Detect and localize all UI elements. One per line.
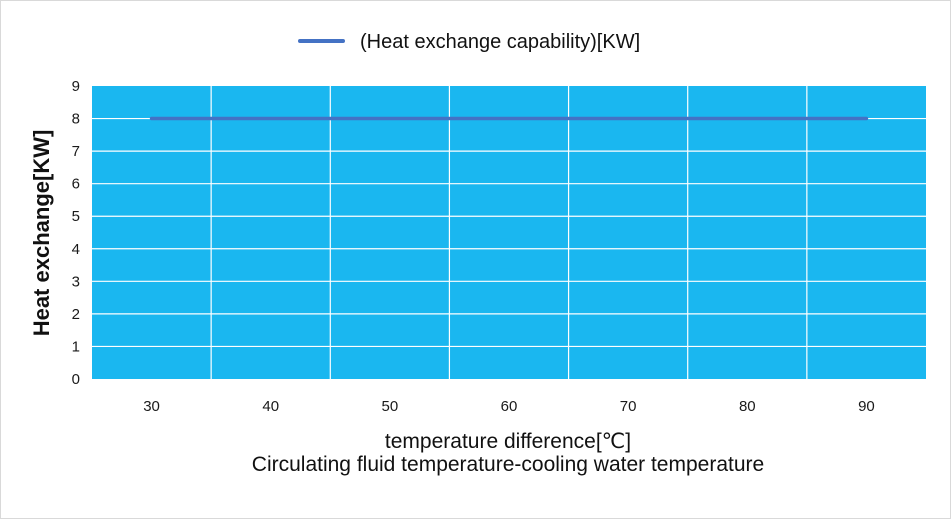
y-tick-label: 8 <box>72 111 80 128</box>
x-tick-label: 70 <box>620 398 637 415</box>
y-tick-label: 3 <box>72 273 80 290</box>
y-tick-labels: 0 1 2 3 4 5 6 7 8 9 <box>72 78 80 388</box>
y-tick-label: 5 <box>72 208 80 225</box>
y-tick-label: 9 <box>72 78 80 95</box>
x-tick-label: 30 <box>143 398 160 415</box>
legend-label: (Heat exchange capability)[KW] <box>360 31 640 53</box>
y-tick-label: 2 <box>72 306 80 323</box>
x-tick-labels: 30 40 50 60 70 80 90 <box>143 398 875 415</box>
plot-area <box>92 86 926 379</box>
y-tick-label: 6 <box>72 176 80 193</box>
x-tick-label: 80 <box>739 398 756 415</box>
gridlines <box>92 86 926 379</box>
y-tick-label: 7 <box>72 143 80 160</box>
x-axis-title: temperature difference[℃] <box>385 430 631 453</box>
x-tick-label: 50 <box>382 398 399 415</box>
y-axis-title: Heat exchange[KW] <box>29 130 54 337</box>
x-tick-label: 90 <box>858 398 875 415</box>
legend: (Heat exchange capability)[KW] <box>298 31 640 53</box>
y-tick-label: 0 <box>72 371 80 388</box>
x-axis-subtitle: Circulating fluid temperature-cooling wa… <box>252 453 764 476</box>
x-tick-label: 40 <box>262 398 279 415</box>
x-tick-label: 60 <box>501 398 518 415</box>
y-tick-label: 1 <box>72 338 80 355</box>
y-tick-label: 4 <box>72 241 80 258</box>
